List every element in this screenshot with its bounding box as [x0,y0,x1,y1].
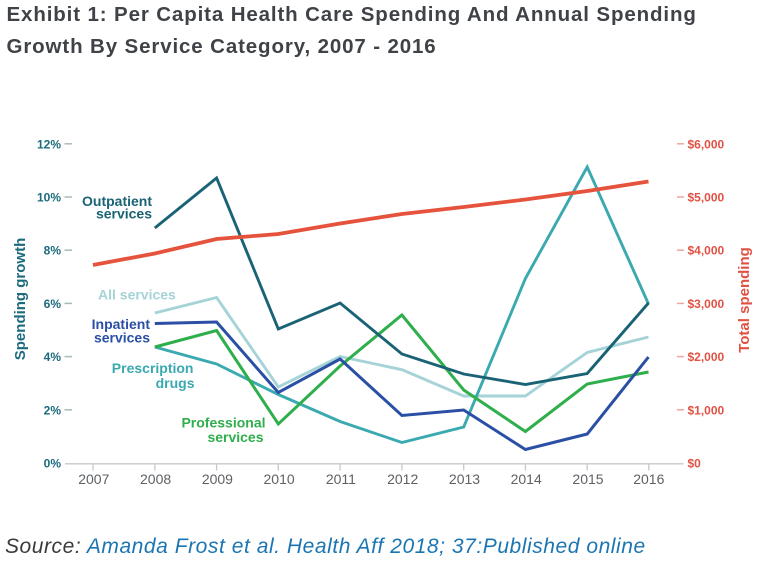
svg-text:services: services [94,330,150,346]
svg-text:Inpatient: Inpatient [92,316,151,332]
svg-text:$2,000: $2,000 [688,350,725,364]
svg-text:Spending growth: Spending growth [12,238,29,360]
svg-text:2%: 2% [44,403,62,417]
svg-text:$1,000: $1,000 [688,403,725,417]
svg-text:12%: 12% [37,137,61,151]
svg-text:$0: $0 [688,457,702,471]
svg-text:$3,000: $3,000 [688,297,725,311]
svg-text:10%: 10% [37,191,61,205]
svg-text:8%: 8% [44,244,62,258]
svg-text:4%: 4% [44,350,62,364]
svg-text:services: services [207,429,263,445]
svg-text:2010: 2010 [264,471,295,487]
svg-text:Outpatient: Outpatient [82,193,152,209]
svg-text:2007: 2007 [78,471,109,487]
svg-text:services: services [96,206,152,222]
svg-text:Professional: Professional [181,415,265,431]
svg-text:Total spending: Total spending [736,247,753,353]
svg-text:2009: 2009 [202,471,233,487]
svg-text:2016: 2016 [633,471,664,487]
svg-text:2008: 2008 [140,471,171,487]
svg-text:0%: 0% [44,457,62,471]
svg-text:2015: 2015 [572,471,603,487]
svg-text:drugs: drugs [156,375,195,391]
svg-text:6%: 6% [44,297,62,311]
svg-text:All services: All services [98,287,176,303]
svg-text:$6,000: $6,000 [688,137,725,151]
svg-text:$5,000: $5,000 [688,191,725,205]
svg-text:2012: 2012 [387,471,418,487]
svg-text:$4,000: $4,000 [688,244,725,258]
svg-text:2013: 2013 [449,471,480,487]
svg-text:2011: 2011 [326,471,356,487]
svg-text:2014: 2014 [511,471,542,487]
svg-text:Prescription: Prescription [112,360,194,376]
